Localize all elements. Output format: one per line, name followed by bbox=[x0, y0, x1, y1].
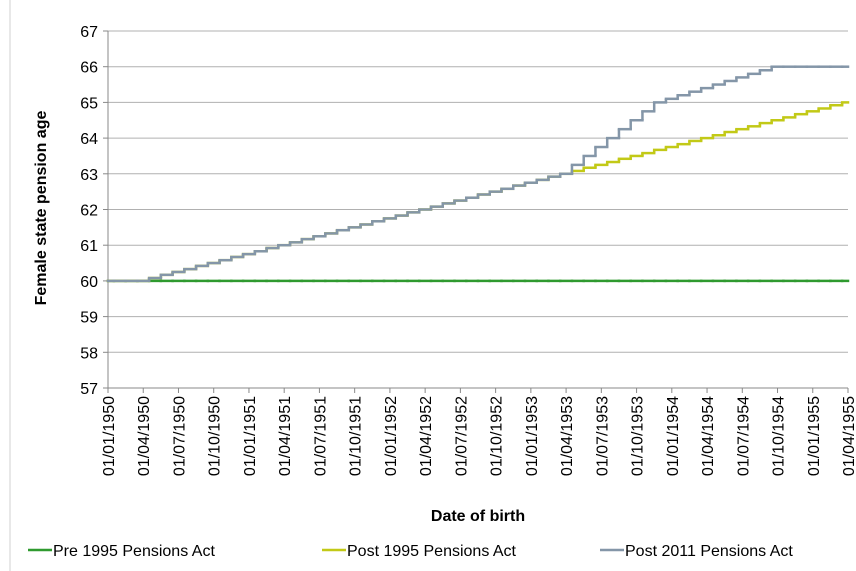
y-tick-label: 64 bbox=[80, 131, 98, 148]
y-tick-label: 65 bbox=[80, 95, 98, 112]
series bbox=[106, 65, 850, 283]
y-axis-title: Female state pension age bbox=[33, 111, 50, 306]
legend-label: Pre 1995 Pensions Act bbox=[53, 543, 215, 560]
x-tick-label: 01/01/1955 bbox=[806, 396, 823, 476]
x-tick-label: 01/10/1950 bbox=[207, 396, 224, 476]
x-tick-label: 01/04/1951 bbox=[277, 396, 294, 476]
series bbox=[106, 101, 850, 283]
x-tick-label: 01/01/1954 bbox=[665, 396, 682, 476]
x-tick-label: 01/04/1952 bbox=[418, 396, 435, 476]
x-tick-label: 01/07/1954 bbox=[735, 396, 752, 476]
x-tick-label: 01/04/1955 bbox=[841, 396, 856, 476]
y-tick-label: 60 bbox=[80, 274, 98, 291]
x-tick-label: 01/07/1951 bbox=[312, 396, 329, 476]
y-tick-label: 63 bbox=[80, 167, 98, 184]
x-tick-label: 01/04/1953 bbox=[559, 396, 576, 476]
y-tick-label: 58 bbox=[80, 345, 98, 362]
legend-label: Post 1995 Pensions Act bbox=[347, 543, 517, 560]
legend-label: Post 2011 Pensions Act bbox=[625, 543, 793, 560]
y-tick-label: 61 bbox=[80, 238, 98, 255]
x-axis-title: Date of birth bbox=[431, 508, 525, 525]
x-tick-label: 01/01/1950 bbox=[101, 396, 118, 476]
x-tick-label: 01/01/1953 bbox=[524, 396, 541, 476]
x-tick-label: 01/04/1950 bbox=[136, 396, 153, 476]
y-tick-label: 59 bbox=[80, 310, 98, 327]
x-tick-label: 01/10/1954 bbox=[771, 396, 788, 476]
x-tick-label: 01/04/1954 bbox=[700, 396, 717, 476]
x-tick-label: 01/10/1952 bbox=[489, 396, 506, 476]
x-tick-label: 01/10/1951 bbox=[348, 396, 365, 476]
y-tick-label: 66 bbox=[80, 60, 98, 77]
x-tick-label: 01/10/1953 bbox=[630, 396, 647, 476]
y-tick-label: 67 bbox=[80, 24, 98, 41]
x-tick-label: 01/01/1952 bbox=[383, 396, 400, 476]
x-tick-label: 01/07/1953 bbox=[594, 396, 611, 476]
y-tick-label: 62 bbox=[80, 203, 98, 220]
x-tick-label: 01/07/1950 bbox=[171, 396, 188, 476]
x-tick-label: 01/07/1952 bbox=[453, 396, 470, 476]
y-tick-label: 57 bbox=[80, 381, 98, 398]
x-tick-label: 01/01/1951 bbox=[242, 396, 259, 476]
